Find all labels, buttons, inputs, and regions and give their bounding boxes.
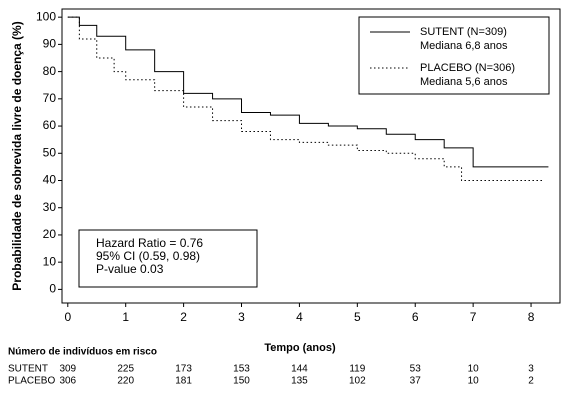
annotation: P-value 0.03	[96, 262, 164, 276]
y-tick-label: 70	[43, 91, 57, 105]
legend-label: PLACEBO (N=306)	[420, 62, 515, 74]
legend-box	[358, 16, 550, 95]
y-tick-label: 0	[49, 282, 56, 296]
y-tick-label: 10	[43, 254, 57, 268]
risk-value: 144	[291, 364, 308, 375]
y-tick-label: 30	[43, 200, 57, 214]
annotation: Hazard Ratio = 0.76	[96, 236, 203, 250]
y-tick-label: 40	[43, 173, 57, 187]
risk-value: 3	[528, 364, 534, 375]
risk-value: 37	[410, 376, 422, 387]
risk-value: 102	[349, 376, 366, 387]
x-tick-label: 7	[470, 310, 477, 324]
y-tick-label: 100	[36, 9, 56, 23]
risk-value: 306	[59, 376, 76, 387]
legend-median: Mediana 5,6 anos	[420, 76, 508, 88]
annotation-box	[78, 229, 258, 288]
y-axis-label: Probabilidade de sobrevida livre de doen…	[10, 21, 24, 290]
risk-table-title: Número de indivíduos em risco	[8, 347, 157, 358]
x-tick-label: 6	[412, 310, 419, 324]
annotation: 95% CI (0.59, 0.98)	[96, 249, 200, 263]
survival-curve	[67, 16, 549, 168]
x-tick-label: 1	[122, 310, 129, 324]
risk-value: 225	[117, 364, 134, 375]
risk-value: 153	[233, 364, 250, 375]
risk-row-name: PLACEBO	[8, 376, 55, 387]
risk-value: 119	[349, 364, 365, 375]
x-tick-label: 8	[528, 310, 535, 324]
risk-value: 150	[233, 376, 250, 387]
risk-value: 173	[175, 364, 192, 375]
x-tick-label: 5	[354, 310, 361, 324]
risk-value: 309	[59, 364, 76, 375]
risk-value: 10	[468, 364, 480, 375]
x-tick-label: 0	[64, 310, 71, 324]
risk-value: 181	[175, 376, 192, 387]
x-tick-label: 2	[180, 310, 187, 324]
plot-frame	[61, 8, 561, 304]
risk-value: 2	[528, 376, 534, 387]
y-tick-label: 50	[43, 145, 57, 159]
legend-median: Mediana 6,8 anos	[420, 40, 508, 52]
risk-value: 53	[410, 364, 422, 375]
legend-label: SUTENT (N=309)	[420, 26, 507, 38]
risk-value: 10	[468, 376, 480, 387]
risk-value: 220	[117, 376, 134, 387]
y-tick-label: 90	[43, 37, 57, 51]
y-tick-label: 80	[43, 64, 57, 78]
y-tick-label: 20	[43, 227, 57, 241]
x-tick-label: 4	[296, 310, 303, 324]
x-tick-label: 3	[238, 310, 245, 324]
y-tick-label: 60	[43, 118, 57, 132]
risk-value: 135	[291, 376, 308, 387]
risk-row-name: SUTENT	[8, 364, 48, 375]
x-axis-label: Tempo (anos)	[264, 342, 336, 354]
